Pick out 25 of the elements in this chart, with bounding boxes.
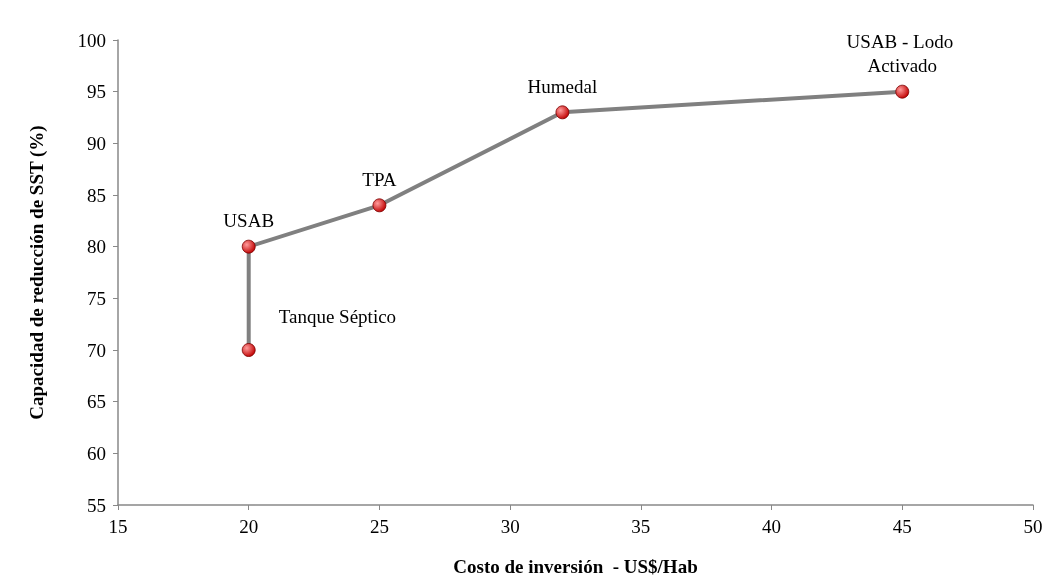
y-tick-label: 70 xyxy=(87,339,106,361)
x-tick-label: 20 xyxy=(239,516,259,537)
x-tick-label: 15 xyxy=(108,516,128,537)
x-tick-label: 50 xyxy=(1023,516,1043,537)
y-tick-label: 85 xyxy=(87,184,106,206)
annotation: Humedal xyxy=(527,75,598,97)
y-tick-label: 60 xyxy=(87,442,106,464)
annotation: TPA xyxy=(362,168,397,190)
x-tick-label: 45 xyxy=(892,516,912,537)
x-axis-title: Costo de inversión - US$/Hab xyxy=(453,556,698,577)
y-tick-label: 100 xyxy=(77,29,106,51)
x-tick-label: 30 xyxy=(500,516,520,537)
y-tick-label: 80 xyxy=(87,236,106,258)
y-tick-label: 55 xyxy=(87,494,106,516)
annotation: Tanque Séptico xyxy=(278,305,397,327)
x-tick-label: 40 xyxy=(762,516,782,537)
annotation: USAB xyxy=(223,210,275,232)
y-tick-label: 75 xyxy=(87,287,106,309)
y-tick-label: 65 xyxy=(87,391,106,413)
annotation: USAB - Lodo Activado xyxy=(846,31,958,77)
x-tick-label: 35 xyxy=(631,516,651,537)
y-tick-label: 90 xyxy=(87,132,106,154)
x-tick-label: 25 xyxy=(369,516,389,537)
y-axis-title: Capacidad de reducción de SST (%) xyxy=(26,125,48,420)
y-tick-label: 95 xyxy=(87,81,106,103)
